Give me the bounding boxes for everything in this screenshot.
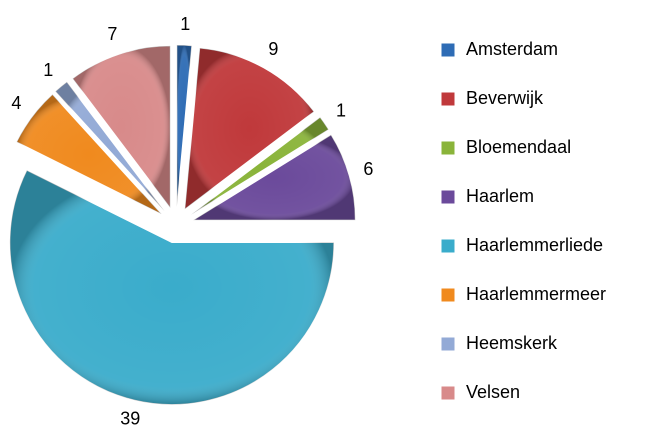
legend-swatch xyxy=(440,189,456,205)
legend-swatch xyxy=(440,42,456,58)
legend-swatch xyxy=(440,336,456,352)
legend-label: Haarlemmermeer xyxy=(466,284,606,304)
legend-swatch xyxy=(440,91,456,107)
legend-swatch xyxy=(440,287,456,303)
legend-label: Beverwijk xyxy=(466,88,544,108)
data-label: 4 xyxy=(11,93,21,113)
data-label: 6 xyxy=(363,159,373,179)
legend-label: Bloemendaal xyxy=(466,137,571,157)
legend-swatch xyxy=(440,140,456,156)
data-label: 1 xyxy=(180,14,190,34)
legend-label: Amsterdam xyxy=(466,39,558,59)
data-label: 7 xyxy=(107,24,117,44)
legend-swatch xyxy=(440,238,456,254)
data-label: 1 xyxy=(43,60,53,80)
data-label: 1 xyxy=(336,101,346,121)
data-label: 9 xyxy=(268,39,278,59)
legend-label: Velsen xyxy=(466,382,520,402)
data-label: 39 xyxy=(120,408,140,428)
legend-label: Haarlem xyxy=(466,186,534,206)
legend-label: Heemskerk xyxy=(466,333,558,353)
legend-swatch xyxy=(440,385,456,401)
legend-label: Haarlemmerliede xyxy=(466,235,603,255)
